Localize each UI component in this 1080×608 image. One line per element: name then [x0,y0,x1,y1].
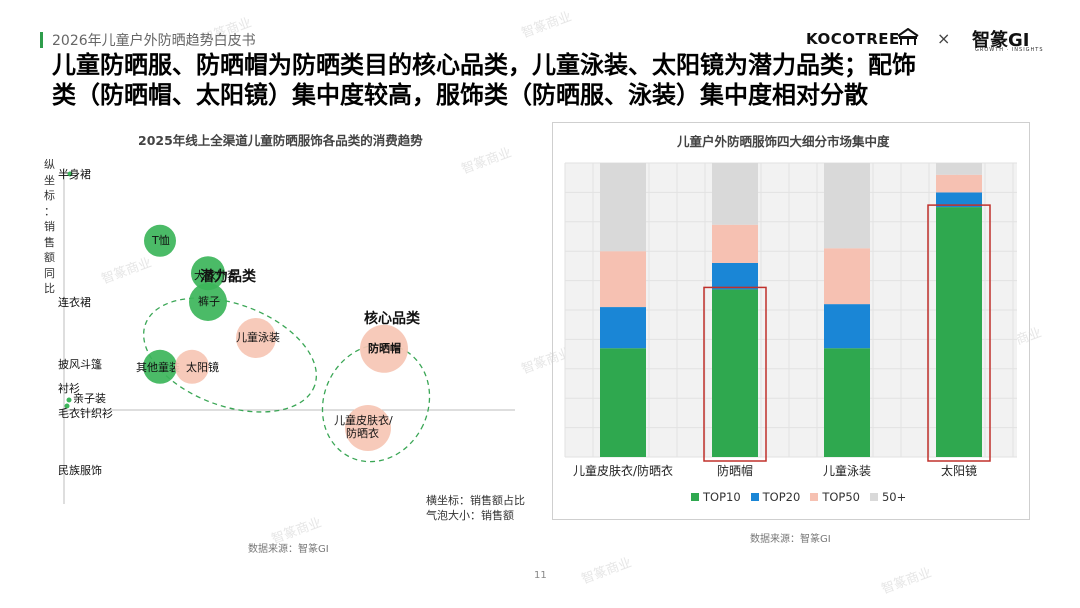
bar-segment [600,348,646,457]
legend-label: 50+ [881,490,907,504]
x-axis-note: 横坐标：销售额占比 [426,494,525,507]
bubble [143,349,177,384]
potential-group-ellipse [142,297,318,413]
bubble [360,324,408,373]
bar-segment [600,251,646,308]
y-axis-category-label: 民族服饰 [58,464,102,477]
legend-label: TOP10 [703,490,741,504]
y-axis-label-char: 售 [44,235,55,249]
legend-swatch [750,493,759,501]
category-marker-dot [66,397,72,403]
bar-category-label: 防晒帽 [717,463,753,478]
bubble [236,318,276,358]
y-axis-category-label: 半身裙 [58,168,91,181]
bubble-chart-panel: 2025年线上全渠道儿童防晒服饰各品类的消费趋势 纵坐标 ： 销售额同比 T恤大衣外… [40,120,540,560]
bar-segment [712,163,758,225]
logo-separator: × [937,29,951,48]
legend-item: TOP20 [750,490,801,504]
bar-chart-legend: TOP10 TOP20 TOP50 50+ [691,490,906,504]
highlight-box [703,286,767,462]
y-axis-category-label: 连衣裙 [58,296,91,309]
legend-item: TOP50 [810,490,860,504]
bubble-source: 数据来源：智篆GI [248,544,329,555]
bar-segment [824,248,870,305]
bar-segment [600,163,646,252]
bar-segment [824,163,870,249]
bar-segment [712,224,758,263]
y-axis-label-char: 销 [44,220,55,233]
page-number: 11 [534,570,547,581]
title-accent-bar [40,32,43,48]
bubble-size-note: 气泡大小：销售额 [426,509,514,522]
legend-item: TOP10 [691,490,741,504]
y-axis-category-label: 披风斗篷 [58,358,102,371]
bubble [144,224,176,257]
bubble-label: T恤 [151,234,170,247]
page-headline: 儿童防晒服、防晒帽为防晒类目的核心品类，儿童泳装、太阳镜为潜力品类；配饰 类（防… [52,50,1052,110]
bar-segment [600,307,646,349]
y-axis-label-char: 坐 [44,173,55,187]
y-axis-label-char: 比 [44,282,55,295]
bubble-label: 大衣外套 [194,268,238,282]
bubble [175,349,209,384]
headline-line-2: 类（防晒帽、太阳镜）集中度较高，服饰类（防晒服、泳装）集中度相对分散 [52,81,868,109]
stacked-bar-panel: 儿童户外防晒服饰四大细分市场集中度 儿童皮肤衣/防晒衣 防晒帽 儿童泳装 太阳镜 [552,122,1030,520]
bar-chart-svg: 儿童皮肤衣/防晒衣 防晒帽 儿童泳装 太阳镜 [564,162,1017,478]
bubble [191,256,225,291]
bar-segment [936,192,982,208]
bar-category-label: 儿童皮肤衣/防晒衣 [573,463,673,478]
document-title: 2026年儿童户外防晒趋势白皮书 [52,33,256,49]
bar-segment [824,348,870,457]
bubble-group-label: 核心品类 [364,311,420,327]
bar-category-label: 儿童泳装 [823,463,871,478]
bubble-chart-title: 2025年线上全渠道儿童防晒服饰各品类的消费趋势 [138,133,423,148]
bubble-label: 其他童装 [136,360,180,374]
headline-line-1: 儿童防晒服、防晒帽为防晒类目的核心品类，儿童泳装、太阳镜为潜力品类；配饰 [52,51,916,79]
legend-label: TOP20 [762,490,801,504]
bar-segment [712,289,758,457]
y-axis-label-char: 额 [44,251,55,264]
zhizhuan-logo-subtitle: GROWTH · INSIGHTS [975,47,1044,53]
bar-source: 数据来源：智篆GI [750,534,831,545]
legend-item: 50+ [869,490,907,504]
y-axis-category-label: 亲子装 [73,392,106,405]
bar-segment [936,163,982,175]
y-axis-label-char: 纵 [44,158,55,171]
bubble-label: 儿童泳装 [236,330,280,344]
y-axis-label-char: 标 [44,189,55,202]
bubble-label: 防晒帽 [368,341,401,355]
legend-swatch [810,493,819,501]
bar-segment [936,207,982,457]
legend-swatch [691,493,699,501]
watermark: 智篆商业 [519,9,574,42]
zhizhuan-logo: 智篆GI [972,30,1030,51]
bar-chart-title: 儿童户外防晒服饰四大细分市场集中度 [677,134,890,149]
bar-segment [712,262,758,290]
y-axis-label-char: ： [44,204,55,218]
legend-swatch [869,493,878,501]
y-axis-category-label: 衬衫 [58,382,80,395]
legend-label: TOP50 [822,490,860,504]
kocotree-logo: KOCOTREE [806,30,900,48]
bubble-label: 儿童皮肤衣/防晒衣 [334,413,393,440]
watermark: 智篆商业 [879,565,934,598]
category-marker-dot [67,171,73,177]
bar-segment [936,174,982,193]
watermark: 智篆商业 [579,555,634,588]
bubble-group-label: 潜力品类 [200,269,256,285]
bubble-label: 裤子 [198,294,220,308]
kocotree-tree-icon [897,27,919,50]
bubble [189,283,227,321]
y-axis-category-label: 毛衣针织衫 [58,407,113,420]
highlight-box [927,204,991,462]
category-marker-dot [64,403,70,409]
bubble-label: 太阳镜 [186,360,219,374]
y-axis-label-char: 同 [44,266,55,280]
bar-category-label: 太阳镜 [941,463,977,478]
bubble [345,405,391,451]
bar-segment [824,304,870,349]
